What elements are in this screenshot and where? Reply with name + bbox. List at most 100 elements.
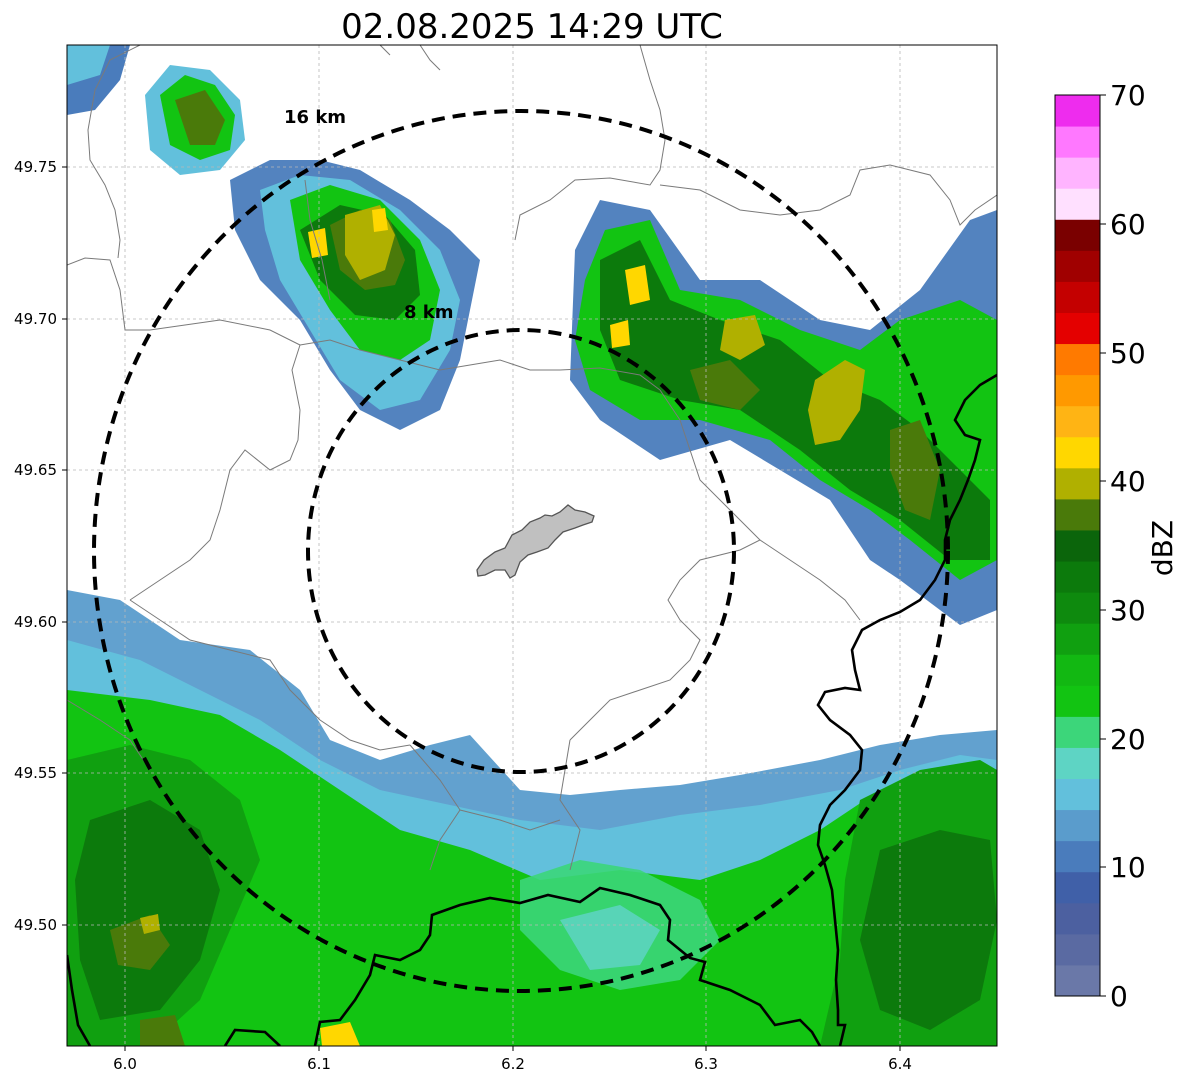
map-frame <box>66 44 998 1047</box>
rain-cell-south-gold <box>320 1022 360 1046</box>
colorbar-band <box>1055 467 1100 500</box>
boundary-line <box>379 45 391 56</box>
map-title: 02.08.2025 14:29 UTC <box>341 7 723 47</box>
boundary-line <box>759 539 861 621</box>
range-ring-8km <box>306 328 736 774</box>
boundary-line <box>459 809 561 831</box>
rain-cell-south-green <box>67 690 997 1046</box>
boundary-line <box>514 45 666 241</box>
rain-cell-south-dark <box>75 800 220 1020</box>
colorbar-band <box>1055 312 1100 345</box>
boundary-line <box>129 344 301 601</box>
colorbar-tick-label: 60 <box>1110 208 1146 241</box>
range-rings <box>92 109 950 993</box>
ring-label-8km: 8 km <box>404 302 454 323</box>
precipitation-layer <box>67 45 997 1046</box>
colorbar-band <box>1055 778 1100 811</box>
commune-boundaries <box>67 45 997 871</box>
colorbar-tick-label: 40 <box>1110 465 1146 498</box>
colorbar-frame <box>1054 94 1101 997</box>
boundary-line <box>129 599 411 751</box>
boundary-line <box>299 339 661 391</box>
rain-cell-nw1-olive <box>175 90 225 145</box>
y-tick-label: 49.65 <box>14 461 57 479</box>
border-line-south <box>67 954 92 1046</box>
rain-cell-south-olive-2 <box>140 1015 185 1046</box>
colorbar-tick-label: 50 <box>1110 337 1146 370</box>
city-area <box>476 504 595 579</box>
rain-cell-south-yellow <box>140 914 160 934</box>
colorbar-label: dBZ <box>1146 520 1179 576</box>
y-tick-label: 49.75 <box>14 158 57 176</box>
boundary-line <box>67 699 151 771</box>
boundary-line <box>569 389 761 741</box>
boundary-line <box>559 739 581 871</box>
y-tick-label: 49.50 <box>14 916 57 934</box>
map-plot-area: 8 km 16 km <box>66 44 998 1047</box>
colorbar-band <box>1055 902 1100 935</box>
rain-cell-ne-gold <box>625 265 650 305</box>
colorbar-band <box>1055 809 1100 842</box>
rain-cell-ne-dark <box>600 240 990 560</box>
colorbar-bands <box>1055 95 1100 997</box>
colorbar: 0 10 20 30 40 50 60 70 dBZ <box>1054 79 1179 1013</box>
colorbar-band <box>1055 561 1100 593</box>
national-border <box>67 373 997 1046</box>
x-tick-label: 6.4 <box>888 1055 912 1073</box>
boundary-line <box>659 164 997 226</box>
colorbar-band <box>1055 219 1100 251</box>
x-tick-label: 6.2 <box>501 1055 525 1073</box>
x-tick-label: 6.0 <box>113 1055 137 1073</box>
rain-cell-ne-yellow-2 <box>720 315 765 360</box>
rain-cell-south-dark-2 <box>860 830 997 1030</box>
colorbar-band <box>1055 126 1100 158</box>
border-line-south-2 <box>223 1028 281 1046</box>
colorbar-band <box>1055 933 1100 966</box>
rain-cell-west-edge-2 <box>67 45 110 85</box>
border-line-south-3 <box>313 886 822 1046</box>
rain-cell-ne-olive <box>690 360 760 410</box>
x-axis: 6.0 6.1 6.2 6.3 6.4 <box>113 1046 912 1073</box>
y-axis: 49.50 49.55 49.60 49.65 49.70 49.75 <box>14 158 67 934</box>
colorbar-band <box>1055 685 1100 717</box>
colorbar-tick-label: 20 <box>1110 723 1146 756</box>
colorbar-band <box>1055 592 1100 624</box>
colorbar-band <box>1055 188 1100 220</box>
colorbar-band <box>1055 405 1100 438</box>
colorbar-band <box>1055 964 1100 997</box>
rain-cell-ne-yellow-1 <box>808 360 865 445</box>
colorbar-band <box>1055 840 1100 873</box>
colorbar-band <box>1055 654 1100 686</box>
boundary-line <box>67 257 301 346</box>
x-tick-label: 6.1 <box>307 1055 331 1073</box>
rain-cell-nw2-gold <box>308 228 328 258</box>
colorbar-band <box>1055 343 1100 376</box>
colorbar-tick-label: 30 <box>1110 594 1146 627</box>
y-tick-label: 49.55 <box>14 764 57 782</box>
rain-cell-ne-gold-2 <box>610 320 630 348</box>
colorbar-band <box>1055 716 1100 748</box>
colorbar-band <box>1055 623 1100 655</box>
colorbar-band <box>1055 250 1100 282</box>
colorbar-band <box>1055 95 1100 127</box>
x-tick-label: 6.3 <box>694 1055 718 1073</box>
colorbar-band <box>1055 747 1100 780</box>
ring-label-16km: 16 km <box>284 107 346 128</box>
range-ring-16km <box>92 109 950 993</box>
border-line-east <box>816 373 997 1046</box>
colorbar-band <box>1055 871 1100 904</box>
colorbar-band <box>1055 374 1100 407</box>
rain-cell-south-teal-2 <box>560 905 660 970</box>
y-tick-label: 49.60 <box>14 613 57 631</box>
colorbar-band <box>1055 157 1100 189</box>
colorbar-tick-label: 10 <box>1110 851 1146 884</box>
rain-cell-nw2-gold-2 <box>372 208 388 232</box>
colorbar-band <box>1055 498 1100 531</box>
y-tick-label: 49.70 <box>14 310 57 328</box>
colorbar-tick-label: 0 <box>1110 980 1128 1013</box>
boundary-line <box>304 179 331 301</box>
colorbar-band <box>1055 529 1100 562</box>
colorbar-band <box>1055 436 1100 469</box>
colorbar-tick-label: 70 <box>1110 79 1146 112</box>
